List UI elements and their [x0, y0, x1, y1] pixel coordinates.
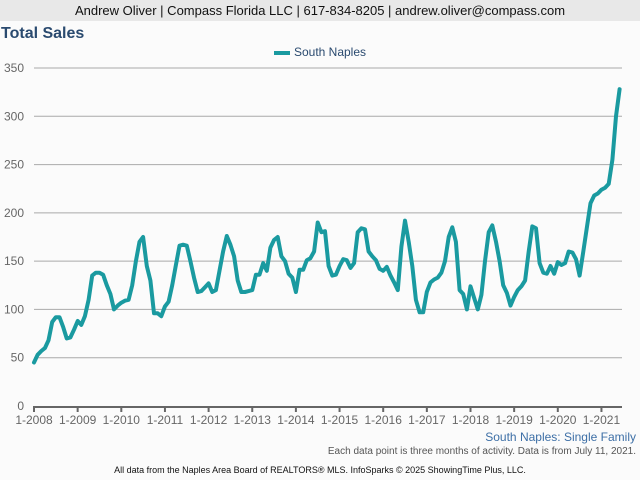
chart-title: Total Sales: [1, 25, 85, 42]
x-tick-label: 1-2017: [408, 413, 446, 427]
x-tick-label: 1-2008: [15, 413, 53, 427]
x-tick-label: 1-2010: [103, 413, 141, 427]
x-tick-label: 1-2020: [539, 413, 577, 427]
y-tick-label: 350: [4, 61, 24, 75]
data-note: Each data point is three months of activ…: [327, 446, 636, 457]
y-tick-label: 250: [4, 158, 24, 172]
chart-subtitle: South Naples: Single Family: [485, 430, 636, 444]
x-tick-label: 1-2018: [452, 413, 490, 427]
y-tick-label: 300: [4, 109, 24, 123]
series-line-south-naples: [32, 87, 622, 365]
y-tick-label: 50: [11, 351, 25, 365]
x-tick-label: 1-2009: [59, 413, 97, 427]
y-tick-label: 0: [17, 399, 24, 413]
source-footer: All data from the Naples Area Board of R…: [114, 465, 526, 475]
legend: South Naples: [0, 45, 640, 59]
x-tick-label: 1-2013: [234, 413, 272, 427]
legend-swatch: [273, 50, 290, 55]
x-tick-label: 1-2019: [495, 413, 533, 427]
x-tick-label: 1-2015: [321, 413, 359, 427]
x-tick-label: 1-2012: [190, 413, 228, 427]
y-tick-label: 150: [4, 254, 24, 268]
chart-plot: 0 50 100 150 200 250 300 350 1-2008 1-2009 1-2010 1…: [4, 61, 622, 427]
x-tick-label: 1-2016: [365, 413, 403, 427]
y-tick-label: 100: [4, 302, 24, 316]
legend-label: South Naples: [293, 45, 367, 59]
x-tick-label: 1-2014: [277, 413, 315, 427]
y-tick-label: 200: [4, 206, 24, 220]
x-tick-label: 1-2021: [583, 413, 621, 427]
x-tick-label: 1-2011: [147, 413, 184, 427]
contact-header: Andrew Oliver | Compass Florida LLC | 61…: [0, 0, 640, 21]
